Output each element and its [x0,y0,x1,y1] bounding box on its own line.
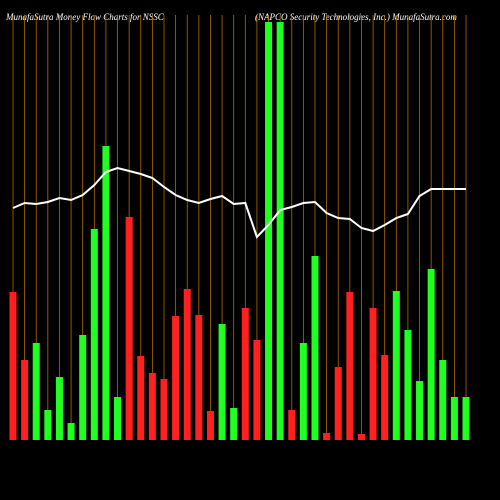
bar [183,289,191,440]
bar [172,316,180,440]
bar [114,397,122,440]
chart-title: MunafaSutra Money Flow Charts for NSSC [5,12,165,22]
bar [265,22,273,440]
bar [323,433,331,440]
bar [253,340,261,440]
bar [369,308,377,440]
bar [392,291,400,440]
bar [381,355,389,440]
bar [160,379,168,440]
bar [90,229,98,440]
bar [44,410,52,440]
bar [439,360,447,440]
bar [79,335,87,440]
bar [148,373,156,440]
money-flow-line [12,166,466,239]
bar [288,410,296,440]
bar [32,343,40,440]
bar [9,292,17,440]
bar [334,367,342,440]
bar [427,269,435,440]
bar [404,330,412,440]
chart-subtitle: (NAPCO Security Technologies, Inc.) Muna… [255,12,457,22]
bar [125,217,133,440]
bar [357,434,365,440]
bar [276,22,284,440]
bar [102,146,110,440]
bar [206,411,214,440]
bar [230,408,238,440]
bar [55,377,63,440]
bar [299,343,307,440]
bar [416,381,424,440]
bar [311,256,319,440]
bar [346,292,354,440]
bar [218,324,226,440]
bar [67,423,75,440]
bar [462,397,470,440]
bar [21,360,29,440]
bar [195,315,203,440]
bar [450,397,458,440]
bar [137,356,145,440]
bar [241,308,249,440]
